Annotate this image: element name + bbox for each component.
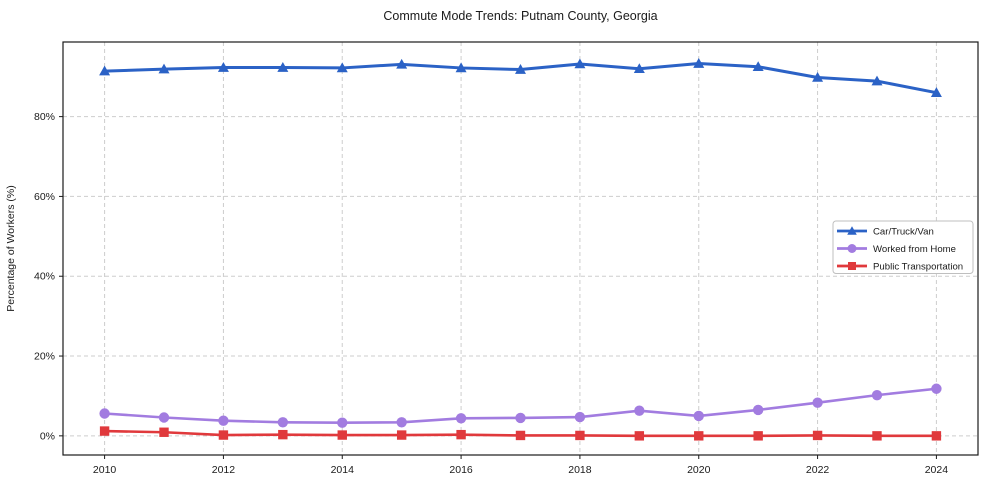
triangle-marker xyxy=(336,62,348,73)
axis-ticks xyxy=(59,116,937,459)
triangle-marker xyxy=(930,87,942,97)
triangle-marker xyxy=(515,64,526,74)
circle-marker xyxy=(396,417,407,428)
square-marker xyxy=(872,431,882,441)
square-marker xyxy=(812,430,823,441)
x-tick-label: 2024 xyxy=(925,464,949,476)
circle-marker xyxy=(337,417,348,428)
circle-marker xyxy=(574,411,586,423)
triangle-marker xyxy=(99,65,111,76)
circle-marker xyxy=(693,410,704,422)
circle-marker xyxy=(871,389,883,401)
triangle-marker xyxy=(455,62,467,73)
y-tick-label: 0% xyxy=(40,430,55,442)
x-tick-label: 2012 xyxy=(212,464,236,476)
x-tick-label: 2014 xyxy=(331,464,355,476)
triangle-marker xyxy=(633,63,645,74)
legend: Car/Truck/Van Worked from Home Public Tran… xyxy=(832,220,974,274)
legend-label: Public Transportation xyxy=(873,261,963,272)
plot-border xyxy=(62,41,979,456)
circle-marker xyxy=(158,412,170,423)
square-marker xyxy=(515,430,526,441)
legend-label: Car/Truck/Van xyxy=(873,226,934,237)
triangle-marker xyxy=(752,61,764,72)
circle-marker xyxy=(931,383,942,394)
axis-tick-labels: 2010 2012 2014 2016 2018 2020 2022 2024 0% 20% 40%… xyxy=(34,111,948,476)
circle-marker xyxy=(812,397,823,408)
x-tick-label: 2022 xyxy=(806,464,830,476)
triangle-marker xyxy=(812,72,824,82)
circle-marker xyxy=(277,417,289,428)
x-tick-label: 2020 xyxy=(687,464,711,476)
square-marker xyxy=(159,427,169,437)
x-tick-label: 2018 xyxy=(568,464,592,476)
y-tick-label: 80% xyxy=(34,111,55,123)
x-tick-label: 2010 xyxy=(93,464,117,476)
series-car-truck-van xyxy=(99,58,942,97)
triangle-marker xyxy=(574,58,586,69)
triangle-marker xyxy=(847,226,857,235)
square-marker xyxy=(694,431,704,441)
circle-marker xyxy=(847,244,857,253)
triangle-marker xyxy=(217,62,229,72)
triangle-marker xyxy=(158,63,170,74)
square-marker xyxy=(848,262,856,270)
square-marker xyxy=(634,431,645,441)
square-marker xyxy=(753,431,763,441)
square-marker xyxy=(337,430,347,440)
circle-marker xyxy=(99,408,110,419)
series-public-transportation xyxy=(99,426,942,441)
y-axis-label: Percentage of Workers (%) xyxy=(5,185,17,311)
legend-box xyxy=(832,220,974,274)
triangle-marker xyxy=(693,58,705,68)
square-marker xyxy=(456,429,466,440)
square-marker xyxy=(575,430,585,441)
square-marker xyxy=(218,430,229,440)
circle-marker xyxy=(515,412,526,424)
triangle-marker xyxy=(277,62,289,72)
circle-marker xyxy=(455,413,467,424)
x-tick-label: 2016 xyxy=(449,464,473,476)
legend-label: Worked from Home xyxy=(873,244,956,255)
square-marker xyxy=(278,429,288,440)
triangle-marker xyxy=(396,58,408,69)
square-marker xyxy=(931,431,942,441)
triangle-marker xyxy=(871,75,883,86)
circle-marker xyxy=(752,404,764,416)
chart-title: Commute Mode Trends: Putnam County, Geor… xyxy=(383,9,657,23)
y-tick-label: 20% xyxy=(34,351,55,363)
square-marker xyxy=(99,426,110,436)
circle-marker xyxy=(218,415,229,426)
y-tick-label: 60% xyxy=(34,191,55,203)
square-marker xyxy=(396,430,407,440)
series-worked-from-home xyxy=(99,383,942,428)
circle-marker xyxy=(634,405,645,416)
y-tick-label: 40% xyxy=(34,271,55,283)
